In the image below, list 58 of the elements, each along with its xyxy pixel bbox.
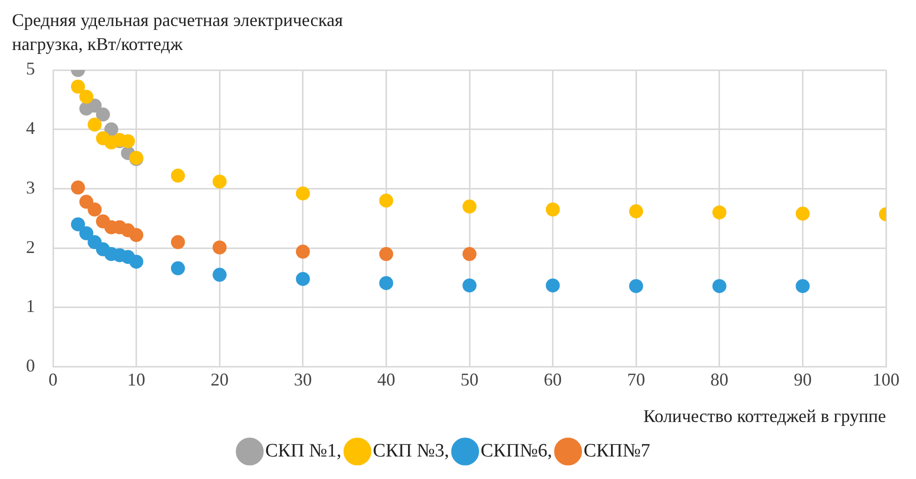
legend-label: СКП№7: [584, 440, 650, 462]
legend-label: СКП №1,: [265, 440, 342, 462]
y-tick-label: 4: [26, 118, 35, 138]
x-tick-label: 50: [460, 369, 478, 390]
x-tick-label: 90: [794, 369, 812, 390]
point: [70, 217, 85, 232]
point: [170, 235, 185, 250]
point: [88, 118, 102, 132]
point: [212, 240, 227, 254]
point: [629, 204, 644, 218]
point: [462, 200, 476, 214]
point: [629, 279, 644, 294]
point: [79, 194, 94, 209]
point: [796, 279, 810, 294]
point: [70, 80, 85, 94]
x-axis-title: Количество коттеджей в группе: [643, 406, 886, 426]
point: [379, 276, 394, 290]
point: [104, 122, 118, 136]
point: [79, 226, 94, 240]
point: [296, 186, 310, 200]
point: [712, 205, 726, 220]
point: [379, 194, 394, 208]
point: [462, 278, 476, 292]
point: [88, 202, 102, 216]
legend-label: СКП№6,: [480, 440, 552, 462]
point: [546, 202, 560, 216]
y-tick-label: 5: [26, 58, 35, 79]
legend-label: СКП №3,: [372, 440, 450, 462]
point: [296, 272, 310, 286]
point: [462, 247, 476, 262]
point: [70, 180, 85, 195]
point: [96, 108, 110, 122]
point: [212, 174, 227, 189]
x-tick-label: 20: [210, 369, 229, 390]
point: [546, 278, 560, 292]
point: [129, 254, 144, 269]
y-tick-label: 0: [26, 356, 35, 376]
x-tick-label: 70: [627, 369, 646, 390]
x-tick-label: 40: [377, 369, 396, 390]
point: [712, 279, 726, 294]
y-tick-label: 2: [26, 236, 35, 257]
point: [296, 244, 310, 259]
y-tick-label: 1: [26, 296, 35, 316]
y-tick-label: 3: [26, 177, 35, 198]
y-axis-title: Средняя удельная расчетная электрическая нагрузка, кВт/коттедж: [12, 9, 344, 56]
point: [170, 261, 185, 276]
x-tick-label: 100: [872, 369, 900, 390]
point: [379, 247, 394, 262]
x-tick-label: 10: [127, 369, 146, 390]
point: [129, 228, 144, 242]
x-tick-label: 80: [710, 369, 728, 390]
x-tick-label: 60: [544, 369, 562, 390]
x-tick-label: 30: [294, 369, 312, 390]
point: [796, 206, 810, 221]
point: [170, 168, 185, 183]
point: [79, 90, 94, 104]
point: [212, 268, 227, 282]
x-tick-label: 0: [48, 369, 58, 390]
